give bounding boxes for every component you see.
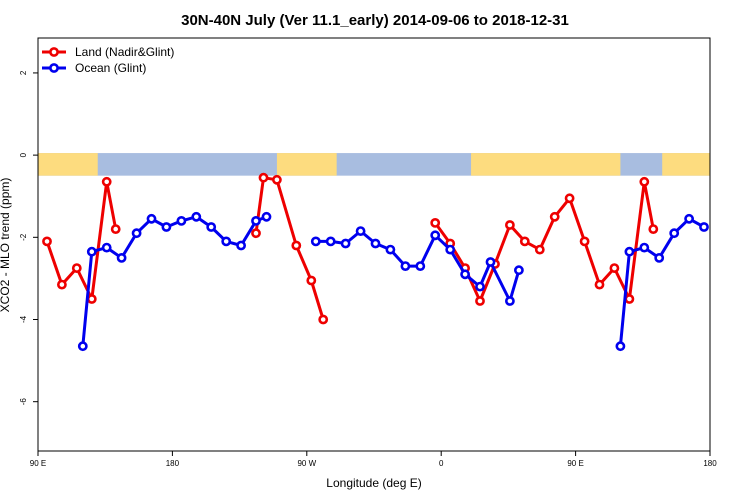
series-layer (42, 172, 709, 352)
land-data-point (251, 228, 261, 239)
x-tick-label: 0 (439, 459, 444, 468)
legend: Land (Nadir&Glint) Ocean (Glint) (42, 45, 174, 75)
x-tick-label: 90 E (30, 459, 46, 468)
land-data-point (86, 294, 97, 304)
ocean-data-point (191, 211, 202, 222)
y-tick-label: -2 (19, 233, 28, 241)
land-data-point (306, 275, 317, 286)
land-series-line (45, 180, 118, 301)
land-data-point (504, 220, 515, 230)
y-tick-label: -6 (19, 398, 28, 406)
x-tick-label: 180 (703, 459, 717, 468)
land-data-point (71, 263, 82, 273)
land-series (42, 172, 659, 325)
land-data-point (609, 263, 620, 273)
land-ocean-strip (38, 153, 710, 176)
continent-outlines (38, 153, 710, 176)
axes: 90 E 180 90 W 0 90 E 180 2 0 -2 -4 -6 (19, 70, 717, 468)
y-tick-label: 2 (19, 70, 28, 75)
plot-frame (37, 37, 711, 452)
x-tick-label: 180 (166, 459, 180, 468)
ocean-data-point (116, 252, 127, 263)
legend-land-marker (49, 47, 59, 57)
ocean-data-point (684, 213, 694, 224)
ocean-series-line (81, 215, 268, 347)
chart-title: 30N-40N July (Ver 11.1_early) 2014-09-06… (181, 12, 569, 29)
ocean-data-point (251, 215, 261, 226)
land-data-point (110, 224, 121, 234)
land-series-line (254, 176, 325, 320)
y-tick-label: -4 (19, 315, 28, 323)
land-data-point (549, 211, 560, 222)
land-data-point (534, 244, 545, 255)
ocean-data-point (86, 246, 97, 257)
land-data-point (258, 172, 269, 183)
land-data-point (579, 236, 590, 247)
ocean-data-point (514, 265, 524, 276)
land-data-point (624, 294, 635, 304)
land-data-point (57, 279, 67, 290)
ocean-data-point (624, 246, 635, 257)
ocean-data-point (385, 244, 396, 255)
land-data-point (430, 217, 441, 228)
legend-land-label: Land (Nadir&Glint) (75, 45, 174, 59)
ocean-data-point (146, 213, 157, 224)
ocean-data-point (310, 236, 321, 247)
land-data-point (42, 236, 52, 247)
ocean-data-point (699, 222, 709, 232)
land-data-point (101, 176, 112, 187)
ocean-data-point (176, 215, 187, 226)
land-data-point (594, 279, 605, 290)
ocean-data-point (131, 228, 142, 239)
land-data-point (291, 240, 302, 251)
ocean-data-point (654, 252, 665, 263)
land-data-point (271, 174, 282, 185)
legend-ocean-label: Ocean (Glint) (75, 61, 146, 75)
land-data-point (564, 193, 575, 204)
ocean-data-point (206, 222, 217, 232)
ocean-data-point (355, 226, 366, 236)
ocean-data-point (325, 236, 336, 247)
land-data-point (519, 236, 530, 247)
ocean-data-point (161, 222, 172, 232)
ocean-data-point (415, 261, 426, 271)
ocean-data-point (261, 211, 272, 222)
ocean-data-point (340, 238, 351, 249)
x-tick-label: 90 E (567, 459, 583, 468)
ocean-data-point (236, 240, 246, 251)
x-tick-label: 90 W (297, 459, 316, 468)
land-data-point (318, 314, 329, 325)
y-tick-label: 0 (19, 152, 28, 157)
ocean-data-point (615, 341, 626, 352)
ocean-data-point (77, 341, 88, 352)
x-axis-label: Longitude (deg E) (326, 476, 421, 490)
ocean-data-point (475, 281, 485, 292)
land-data-point (648, 224, 659, 234)
y-axis-label: XCO2 - MLO trend (ppm) (0, 178, 12, 313)
ocean-data-point (504, 296, 515, 306)
ocean-data-point (639, 242, 650, 253)
land-data-point (639, 176, 650, 187)
ocean-data-point (485, 257, 496, 267)
legend-ocean-marker (49, 63, 59, 73)
ocean-data-point (400, 261, 411, 271)
ocean-data-point (669, 228, 680, 239)
land-data-point (475, 296, 485, 306)
ocean-series (77, 211, 709, 352)
land-series-line (433, 180, 655, 303)
ocean-data-point (430, 230, 441, 241)
ocean-data-point (370, 238, 381, 249)
ocean-data-point (221, 236, 232, 247)
ocean-data-point (460, 269, 470, 280)
ocean-data-point (445, 244, 456, 255)
ocean-data-point (101, 242, 112, 253)
